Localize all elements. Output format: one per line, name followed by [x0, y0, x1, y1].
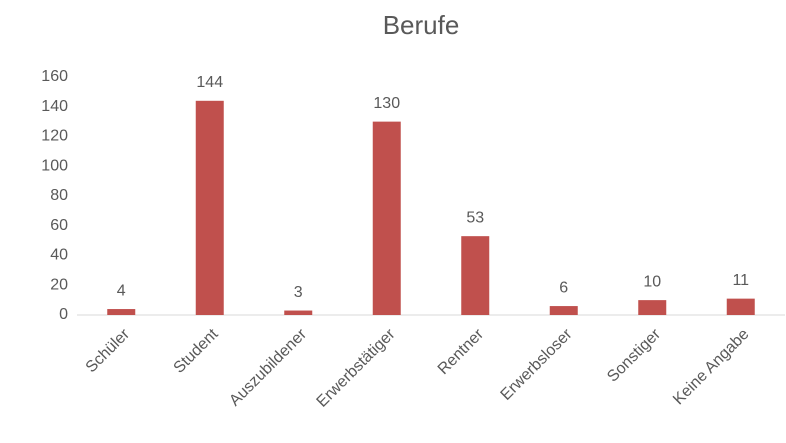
bar [284, 310, 313, 315]
y-tick-label: 80 [50, 187, 68, 204]
bar [726, 298, 755, 315]
y-tick-label: 0 [59, 306, 68, 323]
data-label: 11 [732, 272, 749, 289]
x-tick-label: Schüler [83, 325, 134, 376]
bar [195, 100, 224, 315]
bar [638, 300, 667, 315]
chart-title: Berufe [383, 10, 460, 40]
x-tick-label: Auszubildener [226, 325, 310, 409]
x-tick-label: Erwerbsloser [498, 325, 577, 404]
data-label: 3 [294, 284, 303, 301]
y-tick-label: 40 [50, 247, 68, 264]
bar [107, 309, 136, 315]
y-tick-label: 100 [41, 157, 68, 174]
y-tick-label: 60 [50, 217, 68, 234]
x-tick-label: Student [171, 325, 222, 376]
bar [372, 121, 401, 315]
data-label: 144 [196, 74, 223, 91]
data-label: 130 [373, 95, 400, 112]
x-tick-label: Sonstiger [604, 325, 664, 385]
x-tick-label: Keine Angabe [670, 326, 753, 409]
data-label: 53 [466, 209, 484, 226]
y-tick-label: 160 [41, 68, 68, 85]
data-label: 4 [117, 282, 126, 299]
bar [549, 306, 578, 315]
y-tick-label: 120 [41, 128, 68, 145]
y-tick-label: 140 [41, 98, 68, 115]
data-label: 6 [559, 279, 568, 296]
bar [461, 236, 490, 315]
x-tick-label: Rentner [435, 325, 488, 378]
data-label: 10 [643, 273, 661, 290]
y-tick-label: 20 [50, 276, 68, 293]
x-tick-label: Erwerbstätiger [314, 325, 399, 410]
